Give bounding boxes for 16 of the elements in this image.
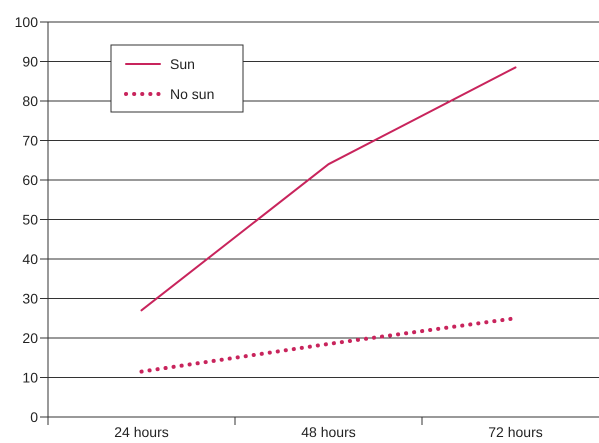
- x-tick-label: 72 hours: [488, 424, 543, 440]
- x-tick-label: 48 hours: [301, 424, 356, 440]
- y-tick-label: 90: [22, 53, 38, 70]
- y-tick-label: 20: [22, 330, 38, 346]
- y-tick-label: 40: [22, 250, 38, 267]
- legend-label: No sun: [170, 86, 214, 102]
- legend-label: Sun: [170, 56, 195, 72]
- y-tick-label: 80: [22, 92, 38, 109]
- y-tick-label: 0: [30, 408, 38, 425]
- y-tick-label: 60: [22, 172, 38, 188]
- y-tick-label: 50: [22, 211, 38, 228]
- x-tick-label: 24 hours: [114, 424, 169, 440]
- y-tick-label: 100: [14, 14, 38, 30]
- y-tick-label: 10: [22, 369, 38, 386]
- y-tick-label: 30: [22, 290, 38, 306]
- y-tick-label: 70: [22, 132, 38, 148]
